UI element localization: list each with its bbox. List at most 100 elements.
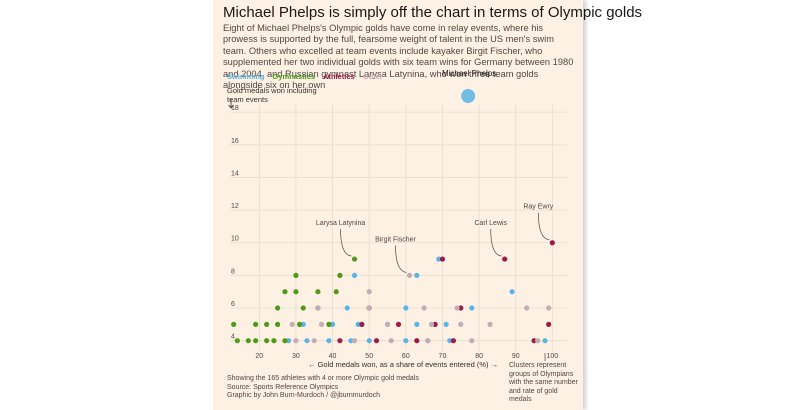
dot xyxy=(535,338,541,344)
dot xyxy=(373,338,380,344)
dot xyxy=(329,321,336,327)
dot xyxy=(421,305,427,311)
x-tick-label: 60 xyxy=(402,353,410,360)
annotation: Larysa Latynina xyxy=(316,220,366,227)
annotation: Birgit Fischer xyxy=(375,236,417,243)
dot xyxy=(458,305,464,311)
x-tick-label: 100 xyxy=(547,353,559,360)
x-tick-label: 70 xyxy=(439,353,447,360)
legend: Swimming Gymnastics Athletics Other xyxy=(227,72,391,81)
y-tick-label: 16 xyxy=(231,138,239,145)
x-axis-label: ← Gold medals won, as a share of events … xyxy=(308,360,499,369)
cluster-note: Clusters represent groups of Olympians w… xyxy=(509,362,578,404)
y-tick-label: 14 xyxy=(231,170,239,177)
y-tick-label: 4 xyxy=(231,334,235,341)
dot xyxy=(403,338,409,344)
dot xyxy=(253,321,259,327)
dot xyxy=(351,256,358,262)
dot xyxy=(469,338,475,344)
dot xyxy=(286,338,292,344)
dot xyxy=(300,321,306,327)
dot xyxy=(546,321,552,327)
legend-entry: Gymnastics xyxy=(272,72,316,81)
chart-card: Michael Phelps is simply off the chart i… xyxy=(213,0,642,410)
dot xyxy=(436,256,442,262)
dot xyxy=(296,321,303,327)
dot xyxy=(546,305,552,311)
dot xyxy=(271,338,277,344)
dot xyxy=(432,321,438,327)
annotation-leader xyxy=(395,245,407,273)
dot xyxy=(351,272,358,278)
footnote: Showing the 165 athletes with 4 or more … xyxy=(227,375,419,382)
dot xyxy=(359,321,365,327)
dot xyxy=(366,289,372,295)
dot xyxy=(275,321,281,327)
plot: 20 30 40 50 60 70 80 90 100 4 6 8 10 12 14 16 18 Michael … xyxy=(228,69,567,361)
dot xyxy=(549,240,555,246)
dot xyxy=(311,338,317,344)
dot xyxy=(414,338,420,344)
dot xyxy=(275,305,281,311)
dot xyxy=(315,305,321,311)
dot xyxy=(509,289,515,295)
dot xyxy=(337,338,343,344)
dot xyxy=(300,305,306,311)
legend-entry: Other xyxy=(362,72,383,81)
dot xyxy=(450,338,457,344)
y-tick-label: 6 xyxy=(231,301,235,308)
dot xyxy=(366,305,372,311)
dot xyxy=(355,321,361,327)
y-arrow xyxy=(228,99,234,109)
dot xyxy=(348,338,354,344)
dot xyxy=(443,321,449,327)
dot xyxy=(414,321,420,327)
dot xyxy=(253,338,259,344)
dot xyxy=(333,289,339,295)
chart-subtitle: Eight of Michael Phelps's Olympic golds … xyxy=(223,23,574,91)
dot xyxy=(231,321,237,327)
chart-title: Michael Phelps is simply off the chart i… xyxy=(223,4,643,21)
dot xyxy=(264,338,270,344)
dot xyxy=(439,256,446,262)
dot xyxy=(318,321,325,327)
x-tick-label: 30 xyxy=(292,353,300,360)
annotation-leader xyxy=(340,229,352,257)
dot xyxy=(304,338,310,344)
y-tick-label: 18 xyxy=(231,105,239,112)
y-tick-label: 8 xyxy=(231,268,235,275)
dot xyxy=(447,338,453,344)
dot xyxy=(454,305,460,311)
dot xyxy=(469,305,475,311)
dot xyxy=(461,89,476,103)
y-axis-label: Gold medals won including team events xyxy=(227,86,317,104)
dot xyxy=(414,272,420,278)
x-tick-label: 90 xyxy=(512,353,520,360)
footnote: Graphic by John Burn-Murdoch / @jburnmur… xyxy=(227,392,381,400)
dot xyxy=(531,338,537,344)
dot xyxy=(245,338,251,344)
dot xyxy=(282,289,288,295)
dot xyxy=(293,272,299,278)
dot xyxy=(344,305,350,311)
annotation-leader xyxy=(490,229,502,257)
dot xyxy=(326,321,332,327)
annotation: Ray Ewry xyxy=(523,204,553,211)
dot xyxy=(366,338,372,344)
dot xyxy=(326,338,332,344)
dot xyxy=(293,338,299,344)
dot xyxy=(289,321,295,327)
legend-entry: Athletics xyxy=(323,72,355,81)
dot xyxy=(395,321,402,327)
dot xyxy=(425,338,431,344)
dot xyxy=(403,305,409,311)
dot xyxy=(406,272,413,278)
dot xyxy=(428,321,435,327)
x-tick-label: 80 xyxy=(475,353,483,360)
annotation: Michael Phelps xyxy=(442,69,496,78)
dot xyxy=(487,321,493,327)
dot xyxy=(234,338,240,344)
dot xyxy=(502,256,508,262)
annotation: Carl Lewis xyxy=(474,220,507,227)
